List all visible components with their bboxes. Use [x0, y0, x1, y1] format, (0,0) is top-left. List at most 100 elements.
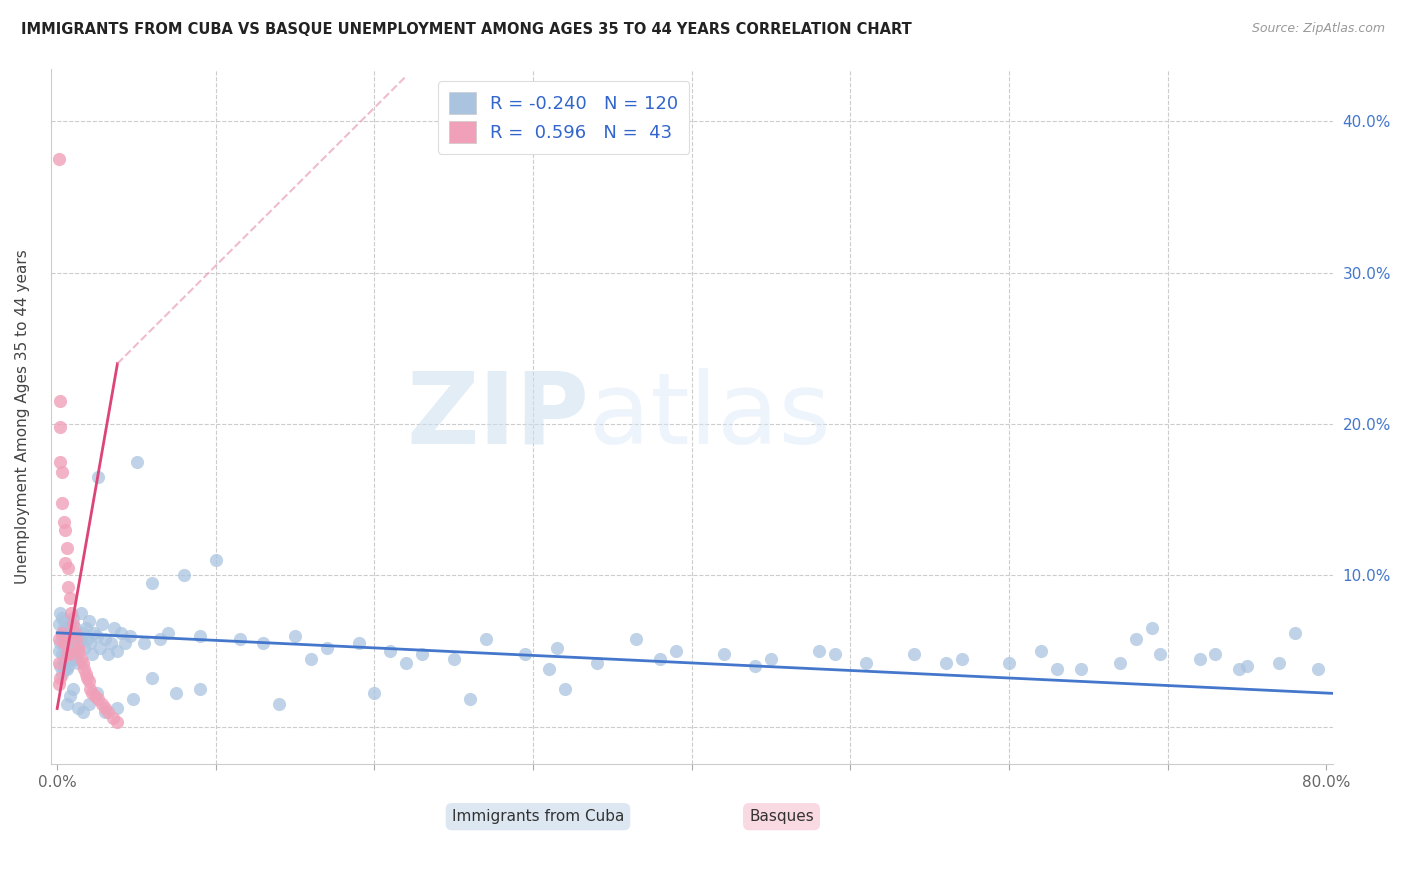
Point [87, 470, 110, 484]
Y-axis label: Unemployment Among Ages 35 to 44 years: Unemployment Among Ages 35 to 44 years [15, 249, 30, 584]
Point [998, 656, 1021, 670]
Point [59, 636, 82, 650]
Point [316, 640, 339, 655]
Point [157, 625, 180, 640]
Point [65, 632, 87, 646]
Point [252, 636, 274, 650]
Point [1125, 632, 1147, 646]
Point [89, 640, 111, 655]
Point [49, 659, 72, 673]
Point [58, 659, 80, 673]
Point [80, 686, 103, 700]
Point [51, 611, 73, 625]
Point [77, 697, 100, 711]
Point [107, 701, 129, 715]
Point [53, 647, 76, 661]
Point [59, 616, 82, 631]
Point [554, 681, 576, 696]
Point [48, 616, 70, 631]
Point [76, 671, 98, 685]
Point [86, 686, 108, 700]
Point [134, 636, 156, 650]
Point [84, 690, 107, 704]
Point [713, 647, 735, 661]
Point [1284, 625, 1306, 640]
Point [411, 647, 433, 661]
Point [855, 656, 877, 670]
Point [62, 636, 84, 650]
Point [759, 651, 782, 665]
Text: Immigrants from Cuba: Immigrants from Cuba [451, 809, 624, 824]
Point [59, 690, 82, 704]
Point [1236, 659, 1258, 673]
Point [173, 568, 195, 582]
Point [86, 629, 108, 643]
Point [1070, 662, 1092, 676]
Point [1109, 656, 1132, 670]
Point [626, 632, 648, 646]
Point [744, 659, 766, 673]
Point [51, 496, 73, 510]
Point [51, 625, 73, 640]
Point [77, 674, 100, 689]
Point [72, 656, 94, 670]
Point [48, 677, 70, 691]
Point [824, 647, 846, 661]
Point [58, 621, 80, 635]
Point [1140, 621, 1163, 635]
Point [63, 625, 86, 640]
Point [49, 420, 72, 434]
Point [75, 666, 97, 681]
Point [63, 621, 86, 635]
Point [1046, 662, 1069, 676]
Point [1029, 644, 1052, 658]
Point [665, 644, 688, 658]
Point [100, 636, 122, 650]
Point [188, 629, 211, 643]
Point [53, 523, 76, 537]
Point [66, 701, 89, 715]
Point [58, 640, 80, 655]
Point [73, 662, 96, 676]
Point [269, 697, 291, 711]
Point [363, 686, 385, 700]
Point [52, 621, 75, 635]
Point [122, 692, 145, 706]
Point [537, 662, 560, 676]
Point [48, 632, 70, 646]
Point [90, 616, 112, 631]
Point [107, 644, 129, 658]
Point [950, 651, 973, 665]
Point [903, 647, 925, 661]
Point [51, 647, 73, 661]
Point [66, 636, 89, 650]
Point [395, 656, 418, 670]
Point [79, 636, 101, 650]
Point [55, 662, 77, 676]
Point [48, 644, 70, 658]
Point [77, 614, 100, 628]
Point [101, 710, 124, 724]
Point [59, 647, 82, 661]
Point [62, 611, 84, 625]
Point [48, 656, 70, 670]
Point [51, 466, 73, 480]
Point [52, 516, 75, 530]
Text: Source: ZipAtlas.com: Source: ZipAtlas.com [1251, 22, 1385, 36]
Point [83, 625, 105, 640]
Point [80, 647, 103, 661]
Point [75, 621, 97, 635]
Point [67, 632, 90, 646]
Point [1268, 656, 1291, 670]
Point [284, 629, 307, 643]
Point [380, 644, 402, 658]
Point [53, 636, 76, 650]
Text: Basques: Basques [749, 809, 814, 824]
Point [60, 606, 83, 620]
Point [97, 705, 120, 719]
Text: ZIP: ZIP [406, 368, 589, 465]
Point [515, 647, 537, 661]
Point [70, 632, 93, 646]
Point [48, 153, 70, 167]
Point [87, 692, 110, 706]
